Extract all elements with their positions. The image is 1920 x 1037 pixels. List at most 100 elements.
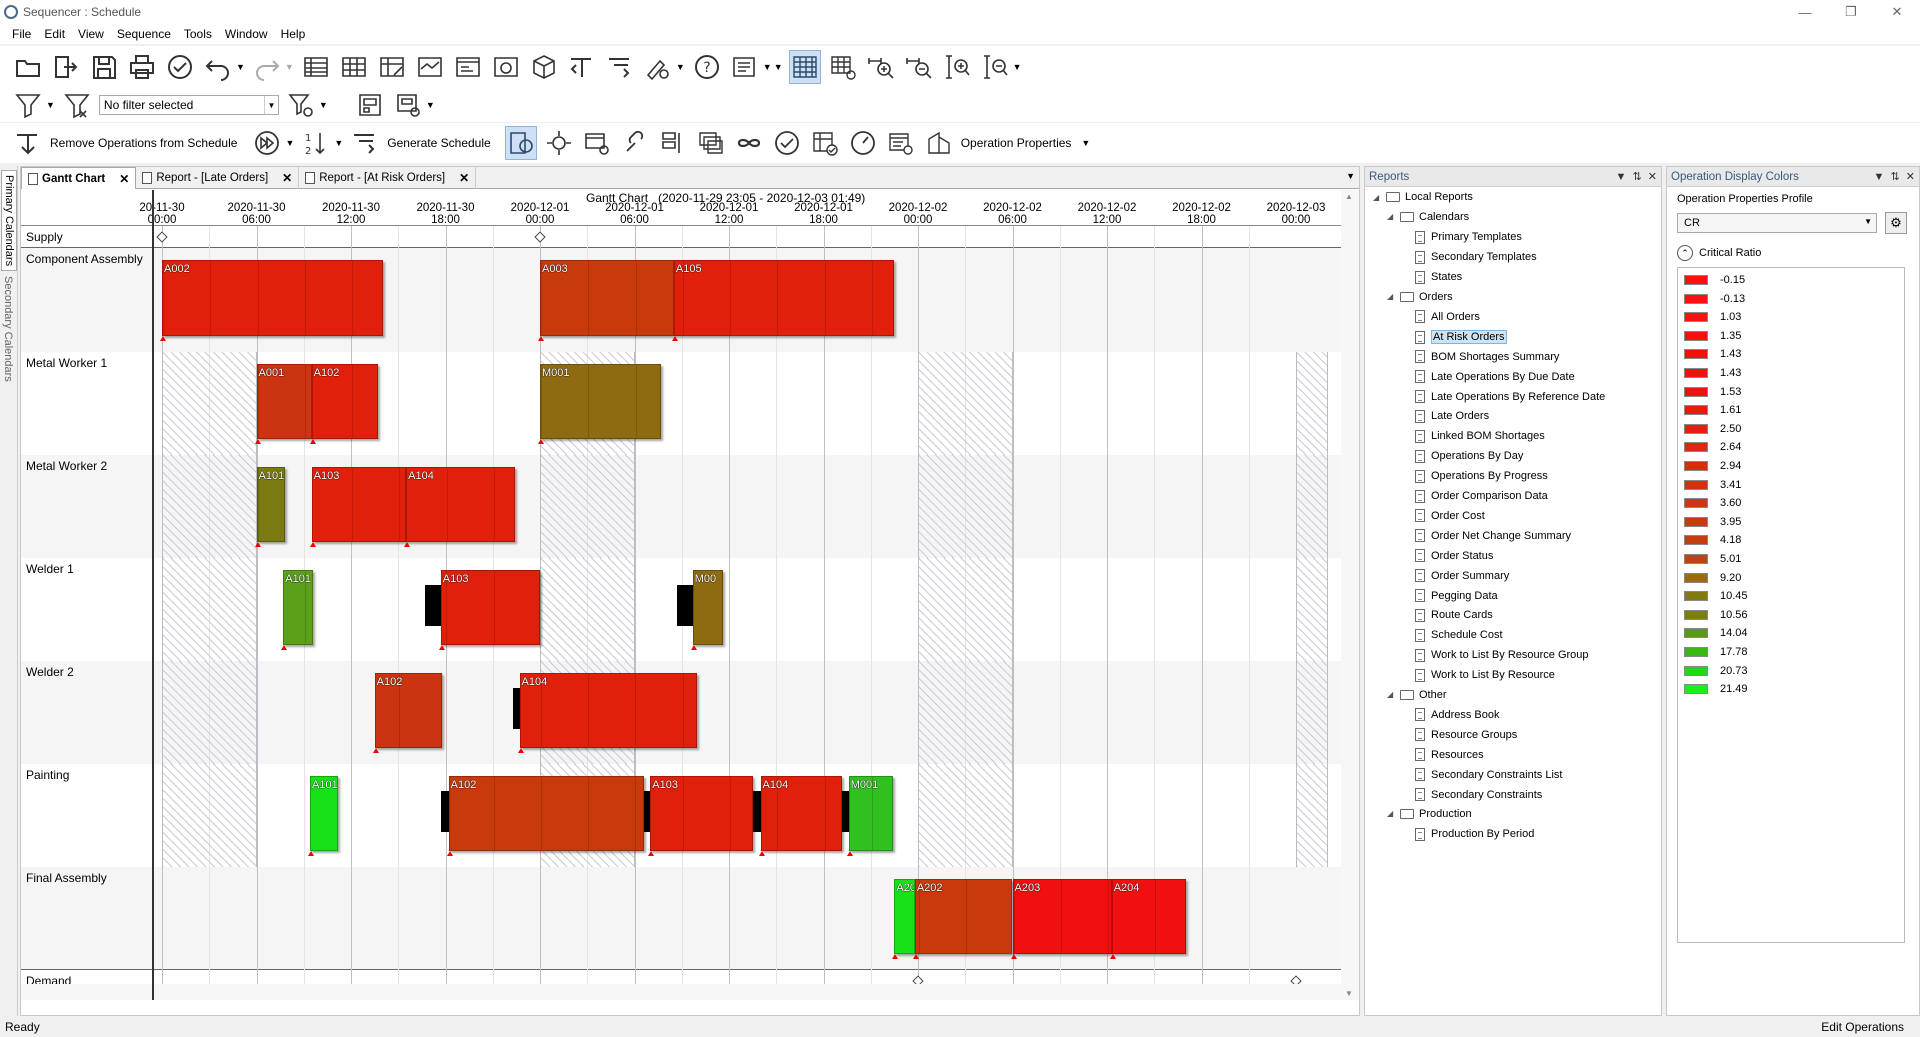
color-legend-item[interactable]: 2.64 [1684, 441, 1741, 453]
clear-edit-icon[interactable] [642, 50, 674, 84]
color-legend-item[interactable]: 2.94 [1684, 460, 1741, 472]
operation-properties-button[interactable]: Operation Properties [960, 136, 1072, 150]
operation-bar[interactable]: A002 [162, 260, 383, 336]
open-folder-icon[interactable] [12, 50, 44, 84]
tree-folder[interactable]: ◢ Orders [1387, 291, 1453, 303]
toolbar-overflow-icon[interactable]: ▼ [773, 62, 783, 72]
tree-folder[interactable]: ◢ Calendars [1387, 211, 1469, 223]
tree-report-item[interactable]: All Orders [1415, 310, 1480, 324]
tree-report-item[interactable]: Resource Groups [1415, 728, 1517, 742]
setup-block[interactable] [440, 791, 449, 833]
tree-report-item[interactable]: Primary Templates [1415, 230, 1522, 244]
tree-report-item[interactable]: Schedule Cost [1415, 628, 1503, 642]
collapse-icon[interactable]: ⌃ [1677, 245, 1693, 261]
tab-report-at-risk-orders[interactable]: Report - [At Risk Orders] ✕ [299, 167, 477, 189]
horizontal-scrollbar[interactable] [21, 984, 1341, 1000]
tree-report-item[interactable]: Secondary Constraints [1415, 788, 1542, 801]
tab-secondary-calendars[interactable]: Secondary Calendars [2, 276, 14, 382]
tree-report-item[interactable]: Pegging Data [1415, 589, 1498, 602]
filter-select[interactable]: No filter selected ▼ [98, 95, 279, 115]
report-settings-icon[interactable] [885, 126, 917, 160]
color-legend-item[interactable]: 1.43 [1684, 348, 1741, 360]
layout-dropdown-icon[interactable]: ▼ [425, 100, 435, 110]
tab-gantt-chart[interactable]: Gantt Chart ✕ [21, 167, 137, 189]
zoom-fit-icon[interactable] [865, 50, 897, 84]
operation-bar[interactable]: A203 [1012, 879, 1112, 954]
table-view-icon[interactable] [300, 50, 332, 84]
remove-operations-button[interactable]: Remove Operations from Schedule [50, 136, 238, 150]
setup-block[interactable] [425, 585, 441, 627]
checklist-icon[interactable] [729, 50, 761, 84]
profile-chevron-icon[interactable]: ▼ [1864, 217, 1872, 226]
color-legend-item[interactable]: 1.03 [1684, 311, 1741, 323]
export-icon[interactable] [50, 50, 82, 84]
checked-grid-icon[interactable] [809, 126, 841, 160]
undo-icon[interactable] [202, 50, 234, 84]
setup-block[interactable] [643, 791, 651, 833]
color-legend-item[interactable]: -0.13 [1684, 293, 1745, 305]
menu-sequence[interactable]: Sequence [116, 27, 171, 41]
redo-dropdown-icon[interactable]: ▼ [284, 62, 294, 72]
operation-bar[interactable]: A101 [256, 467, 285, 542]
tree-folder[interactable]: ◢ Other [1387, 689, 1447, 701]
operation-bar[interactable]: A102 [374, 673, 443, 748]
schedule-lock-icon[interactable] [504, 126, 537, 160]
operation-bar[interactable]: A103 [650, 776, 753, 851]
operation-bar[interactable]: A103 [440, 570, 540, 645]
operation-bar[interactable]: A003 [540, 260, 674, 336]
color-legend-item[interactable]: 20.73 [1684, 665, 1748, 677]
scroll-up-icon[interactable]: ▲ [1345, 192, 1353, 201]
print-icon[interactable] [126, 50, 158, 84]
filter-settings-dropdown-icon[interactable]: ▼ [318, 100, 328, 110]
setup-block[interactable] [513, 688, 520, 730]
color-legend-item[interactable]: 21.49 [1684, 683, 1748, 695]
remove-operations-icon[interactable] [12, 126, 44, 160]
tree-report-item[interactable]: Operations By Day [1415, 449, 1523, 463]
menu-help[interactable]: Help [280, 27, 306, 41]
critical-ratio-group[interactable]: ⌃ Critical Ratio [1677, 245, 1761, 261]
color-legend-item[interactable]: 9.20 [1684, 572, 1741, 584]
panel-controls[interactable]: ▼ ⇅ ✕ [1873, 171, 1915, 183]
color-legend-item[interactable]: 10.45 [1684, 590, 1748, 602]
layout-icon[interactable] [354, 88, 386, 122]
resequence-icon[interactable] [604, 50, 636, 84]
color-legend-item[interactable]: 2.50 [1684, 423, 1741, 435]
close-tab-icon[interactable]: ✕ [459, 171, 470, 185]
operation-bar[interactable]: A20 [894, 879, 915, 954]
filter-icon[interactable] [12, 88, 44, 122]
color-legend-item[interactable]: 17.78 [1684, 646, 1748, 658]
zoom-out-v-icon[interactable] [979, 50, 1011, 84]
gantt-grid-icon[interactable] [788, 50, 821, 84]
tree-report-item[interactable]: Order Net Change Summary [1415, 529, 1571, 543]
panel-controls[interactable]: ▼ ⇅ ✕ [1615, 171, 1657, 183]
setup-block[interactable] [677, 585, 693, 627]
operation-bar[interactable]: A101 [283, 570, 314, 645]
color-legend-item[interactable]: 1.35 [1684, 330, 1741, 342]
menu-edit[interactable]: Edit [44, 27, 66, 41]
schedule-toolbar-overflow-icon[interactable]: ▼ [1081, 138, 1091, 148]
expand-icon[interactable]: ◢ [1387, 212, 1394, 222]
cube-icon[interactable] [528, 50, 560, 84]
redo-icon[interactable] [251, 50, 283, 84]
fast-forward-dropdown-icon[interactable]: ▼ [285, 138, 295, 148]
tree-report-item[interactable]: Work to List By Resource [1415, 668, 1555, 682]
profile-settings-icon[interactable]: ⚙ [1885, 212, 1907, 234]
grid-settings-icon[interactable] [827, 50, 859, 84]
zoom-out-h-icon[interactable] [903, 50, 935, 84]
tab-primary-calendars[interactable]: Primary Calendars [1, 170, 17, 272]
zoom-in-v-icon[interactable] [941, 50, 973, 84]
tree-report-item[interactable]: Order Cost [1415, 509, 1485, 523]
tree-report-item[interactable]: Work to List By Resource Group [1415, 648, 1589, 662]
gantt-chart[interactable]: Gantt Chart (2020-11-29 23:05 - 2020-12-… [21, 190, 1341, 1000]
color-legend-item[interactable]: 10.56 [1684, 609, 1748, 621]
vertical-scrollbar[interactable]: ▲ ▼ [1341, 190, 1359, 1000]
operation-bar[interactable]: A105 [673, 260, 895, 336]
operation-bar[interactable]: M00 [692, 570, 723, 645]
undo-dropdown-icon[interactable]: ▼ [236, 62, 245, 72]
tree-report-item[interactable]: Order Status [1415, 549, 1493, 563]
tree-report-item[interactable]: Late Operations By Due Date [1415, 370, 1575, 384]
tree-report-item[interactable]: Order Comparison Data [1415, 489, 1548, 503]
color-legend-item[interactable]: 3.60 [1684, 497, 1741, 509]
close-window-icon[interactable]: ✕ [1891, 4, 1903, 19]
scroll-down-icon[interactable]: ▼ [1345, 989, 1353, 998]
